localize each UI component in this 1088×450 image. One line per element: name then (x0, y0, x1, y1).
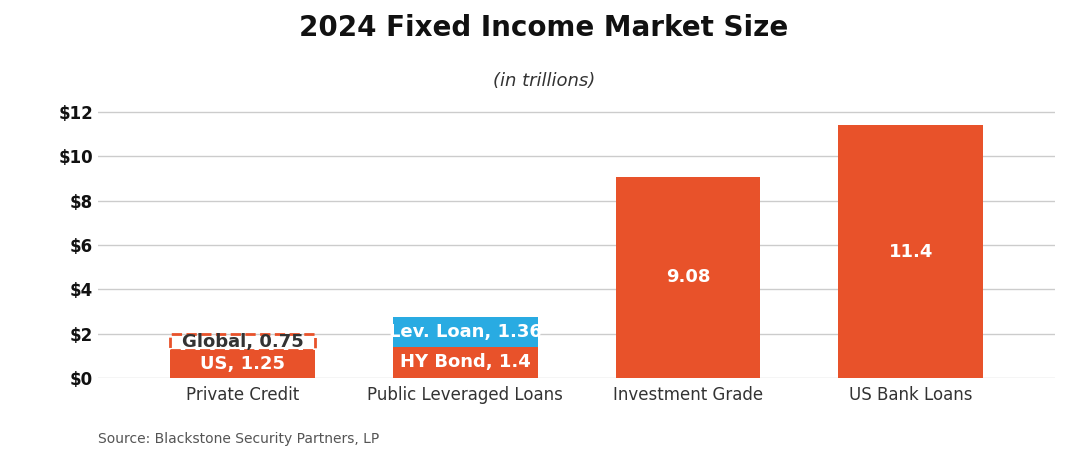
Bar (616, 177, 761, 378)
Text: US, 1.25: US, 1.25 (200, 355, 285, 373)
Text: 11.4: 11.4 (889, 243, 932, 261)
Text: Global, 0.75: Global, 0.75 (182, 333, 304, 351)
Bar (171, 334, 316, 350)
Text: 2024 Fixed Income Market Size: 2024 Fixed Income Market Size (299, 14, 789, 41)
Text: (in trillions): (in trillions) (493, 72, 595, 90)
Bar (393, 347, 537, 378)
Text: Lev. Loan, 1.36: Lev. Loan, 1.36 (388, 323, 542, 341)
Bar (171, 350, 316, 378)
Bar (393, 317, 537, 347)
Text: 9.08: 9.08 (666, 268, 710, 286)
Text: HY Bond, 1.4: HY Bond, 1.4 (400, 354, 531, 372)
Text: Source: Blackstone Security Partners, LP: Source: Blackstone Security Partners, LP (98, 432, 380, 446)
Bar (838, 126, 982, 378)
